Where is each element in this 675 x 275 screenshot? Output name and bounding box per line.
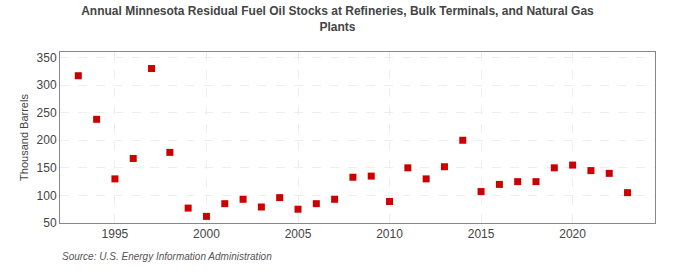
svg-text:Annual Minnesota Residual Fuel: Annual Minnesota Residual Fuel Oil Stock… bbox=[81, 4, 594, 34]
svg-text:150: 150 bbox=[37, 161, 57, 175]
svg-text:Thousand Barrels: Thousand Barrels bbox=[18, 94, 30, 181]
svg-text:2000: 2000 bbox=[193, 227, 220, 241]
svg-text:2010: 2010 bbox=[376, 227, 403, 241]
svg-text:100: 100 bbox=[37, 189, 57, 203]
svg-text:Source: U.S. Energy Informatio: Source: U.S. Energy Information Administ… bbox=[62, 251, 272, 262]
svg-text:200: 200 bbox=[37, 133, 57, 147]
svg-text:250: 250 bbox=[37, 106, 57, 120]
svg-text:1995: 1995 bbox=[102, 227, 129, 241]
svg-text:2020: 2020 bbox=[559, 227, 586, 241]
svg-text:300: 300 bbox=[37, 78, 57, 92]
svg-text:2015: 2015 bbox=[468, 227, 495, 241]
svg-text:2005: 2005 bbox=[285, 227, 312, 241]
svg-text:50: 50 bbox=[43, 216, 57, 230]
svg-text:350: 350 bbox=[37, 51, 57, 65]
